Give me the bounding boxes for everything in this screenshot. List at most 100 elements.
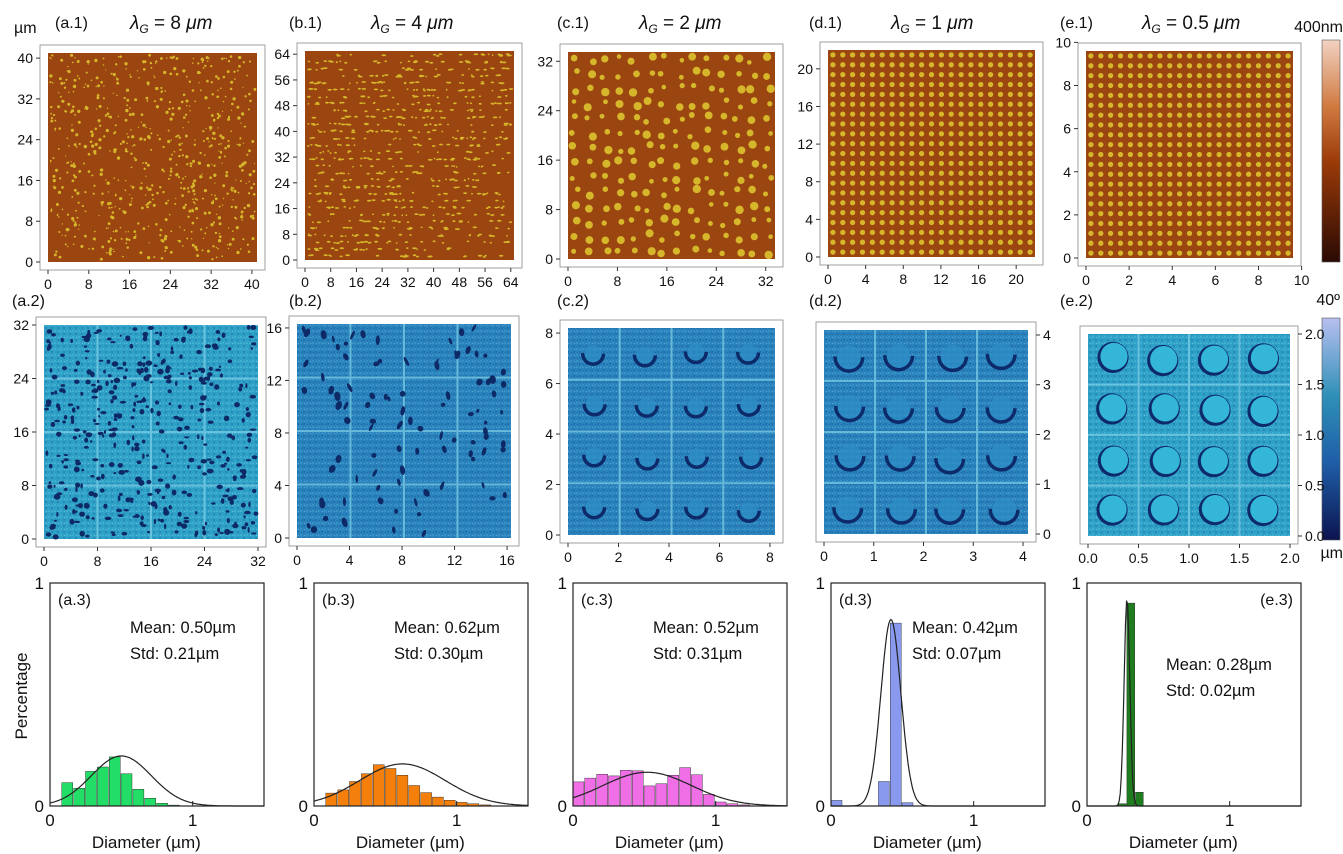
feature-dot	[314, 249, 320, 252]
feature-pit	[73, 368, 78, 372]
feature-pit	[206, 458, 212, 461]
feature-dot	[1007, 239, 1014, 245]
feature-dot	[948, 180, 954, 186]
feature-pit	[77, 502, 84, 509]
feature-dot	[444, 165, 449, 167]
feature-dot	[737, 85, 746, 94]
feature-dot	[97, 119, 101, 123]
feature-dot	[938, 91, 945, 98]
island	[1200, 447, 1228, 475]
feature-dot	[1216, 92, 1222, 99]
height-map-ytick-label: 16	[537, 152, 553, 168]
feature-dot	[306, 145, 310, 147]
feature-dot	[958, 81, 964, 88]
feature-dot	[1186, 181, 1193, 187]
histogram-bar	[144, 798, 156, 807]
feature-dot	[1017, 52, 1023, 58]
feature-dot	[1275, 112, 1281, 118]
feature-pit	[481, 447, 487, 456]
feature-dot	[126, 104, 129, 107]
height-map-xtick-label: 20	[1008, 271, 1024, 287]
feature-dot	[997, 52, 1004, 58]
feature-dot	[339, 247, 345, 250]
feature-dot	[869, 71, 876, 78]
feature-dot	[948, 229, 954, 236]
feature-dot	[102, 97, 105, 100]
feature-dot	[83, 144, 88, 149]
feature-dot	[1007, 150, 1014, 157]
feature-dot	[1017, 140, 1023, 147]
feature-dot	[472, 186, 478, 188]
feature-dot	[1226, 171, 1232, 177]
feature-dot	[76, 216, 79, 219]
feature-dot	[1285, 161, 1291, 168]
feature-dot	[830, 81, 836, 88]
feature-dot	[928, 81, 935, 88]
feature-dot	[869, 190, 876, 196]
feature-dot	[938, 121, 945, 127]
feature-pit	[341, 517, 348, 528]
feature-dot	[352, 165, 354, 168]
feature-dot	[849, 239, 856, 245]
feature-dot	[1137, 72, 1143, 79]
feature-dot	[830, 239, 836, 245]
feature-dot	[447, 81, 452, 84]
feature-dot	[311, 136, 315, 139]
feature-dot	[107, 222, 111, 226]
feature-dot	[203, 211, 207, 215]
feature-dot	[693, 177, 701, 185]
feature-dot	[82, 162, 85, 165]
feature-dot	[928, 249, 935, 255]
feature-dot	[357, 87, 361, 90]
feature-dot	[586, 158, 593, 165]
feature-dot	[217, 247, 219, 250]
feature-dot	[432, 240, 436, 243]
feature-dot	[119, 196, 123, 201]
feature-dot	[968, 62, 974, 68]
feature-dot	[375, 74, 378, 77]
feature-dot	[1157, 191, 1163, 197]
feature-dot	[141, 206, 144, 210]
feature-dot	[324, 192, 328, 195]
feature-dot	[329, 213, 334, 215]
feature-pit	[96, 385, 103, 391]
feature-dot	[84, 190, 87, 194]
feature-dot	[329, 193, 331, 196]
feature-dot	[340, 123, 346, 126]
feature-dot	[849, 140, 856, 147]
feature-dot	[204, 96, 208, 100]
feature-dot	[113, 177, 115, 179]
phase-map-features	[580, 339, 764, 523]
feature-pit	[75, 486, 78, 493]
feature-dot	[53, 186, 57, 190]
island	[636, 347, 654, 364]
feature-dot	[384, 60, 388, 63]
feature-dot	[1196, 151, 1203, 158]
feature-pit	[234, 401, 240, 408]
feature-dot	[171, 153, 173, 156]
feature-dot	[662, 177, 668, 183]
feature-pit	[45, 399, 52, 406]
feature-dot	[707, 157, 713, 163]
feature-dot	[51, 54, 54, 57]
feature-pit	[226, 468, 230, 471]
feature-dot	[428, 226, 433, 229]
feature-dot	[1027, 121, 1033, 127]
histogram-bar	[679, 767, 691, 807]
feature-dot	[426, 88, 431, 91]
feature-pit	[51, 374, 58, 380]
feature-dot	[337, 109, 340, 112]
feature-dot	[1255, 171, 1262, 177]
feature-pit	[252, 489, 257, 494]
feature-dot	[687, 133, 693, 140]
feature-dot	[73, 235, 76, 238]
feature-dot	[411, 103, 415, 106]
height-map-ytick-label: 0	[282, 252, 290, 268]
feature-pit	[44, 403, 51, 407]
feature-dot	[1007, 190, 1014, 196]
height-colorbar	[1321, 39, 1341, 263]
feature-dot	[108, 252, 112, 256]
feature-dot	[363, 184, 368, 187]
feature-dot	[840, 249, 846, 255]
